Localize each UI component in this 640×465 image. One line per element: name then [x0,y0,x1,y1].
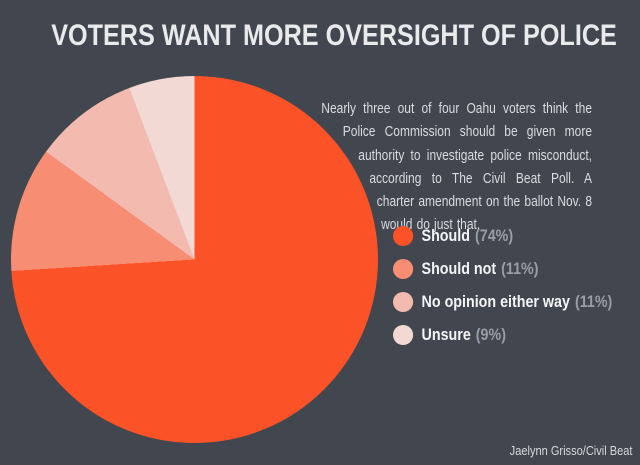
legend-label-should-not: Should not [421,259,497,278]
legend-label-no-opinion: No opinion either way [421,292,570,311]
legend-item-should-not: Should not (11%) [393,259,612,279]
legend-value-should: (74%) [474,226,514,245]
legend-swatch-no-opinion [393,292,414,312]
chart-description: Nearly three out of four Oahu voters thi… [312,97,592,237]
legend-swatch-should [393,226,414,246]
page-title: VOTERS WANT MORE OVERSIGHT OF POLICE [51,19,617,52]
legend-swatch-should-not [393,259,414,279]
legend-value-should-not: (11%) [501,259,539,278]
legend-item-should: Should (74%) [393,226,612,246]
legend-label-unsure: Unsure [421,325,471,344]
legend-item-unsure: Unsure (9%) [393,325,612,345]
legend-value-unsure: (9%) [475,325,506,344]
credit: Jaelynn Grisso/Civil Beat [509,443,632,458]
legend-swatch-unsure [393,325,414,345]
legend-item-no-opinion: No opinion either way (11%) [393,292,612,312]
pie-chart [11,76,378,443]
legend-value-no-opinion: (11%) [574,292,613,311]
legend-label-should: Should [421,226,470,245]
legend: Should (74%) Should not (11%) No opinion… [393,226,612,345]
